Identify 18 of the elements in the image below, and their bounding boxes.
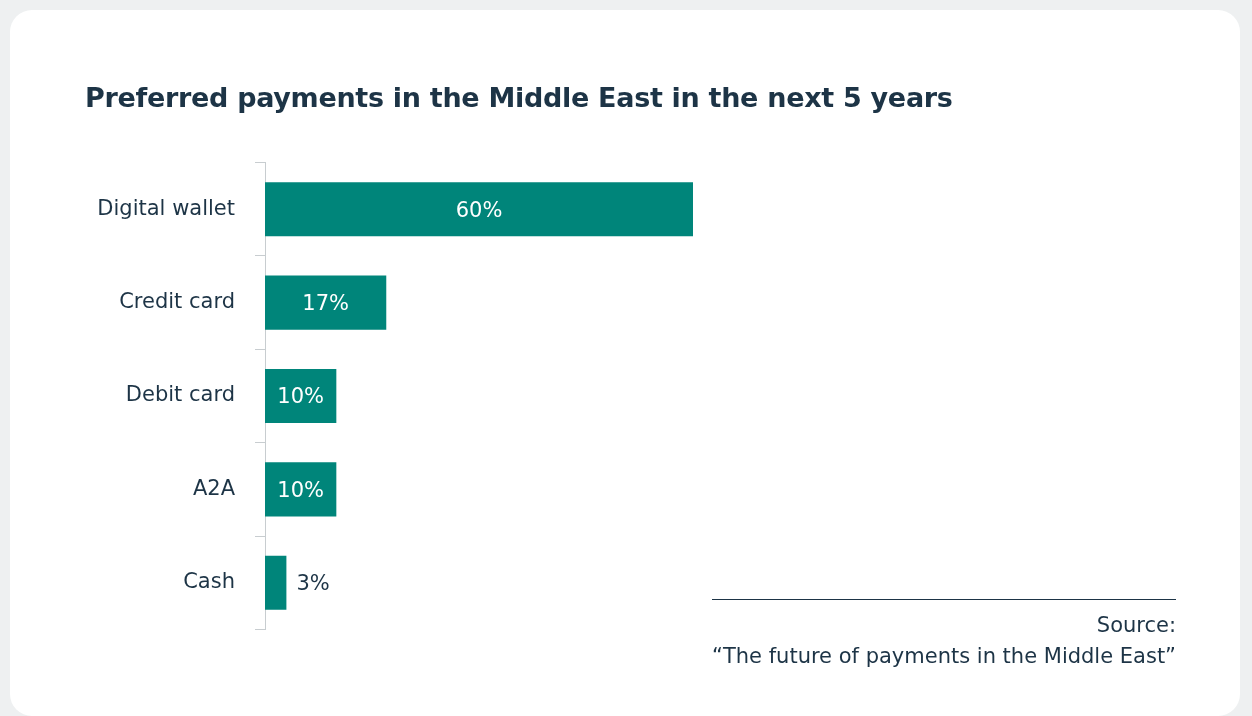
data-label: 10% <box>277 384 325 409</box>
chart-title: Preferred payments in the Middle East in the next 5 years <box>85 82 953 113</box>
bar <box>265 462 337 517</box>
bar <box>265 182 693 237</box>
y-tick-label: Digital wallet <box>97 195 235 220</box>
y-tick-label: Debit card <box>125 382 235 407</box>
data-label: 10% <box>277 477 325 502</box>
bar <box>265 368 337 424</box>
data-label: 17% <box>302 291 349 316</box>
text: “The future of payments in the Middle East” <box>712 643 1176 670</box>
data-label: 60% <box>455 197 503 222</box>
y-tick-label: Credit card <box>119 289 235 314</box>
bar <box>265 275 387 330</box>
source-note: Source: <box>1095 612 1176 639</box>
bar <box>265 555 287 610</box>
data-label: 3% <box>296 571 330 596</box>
y-tick-label: Cash <box>183 569 235 594</box>
y-tick-label: A2A <box>192 475 236 500</box>
